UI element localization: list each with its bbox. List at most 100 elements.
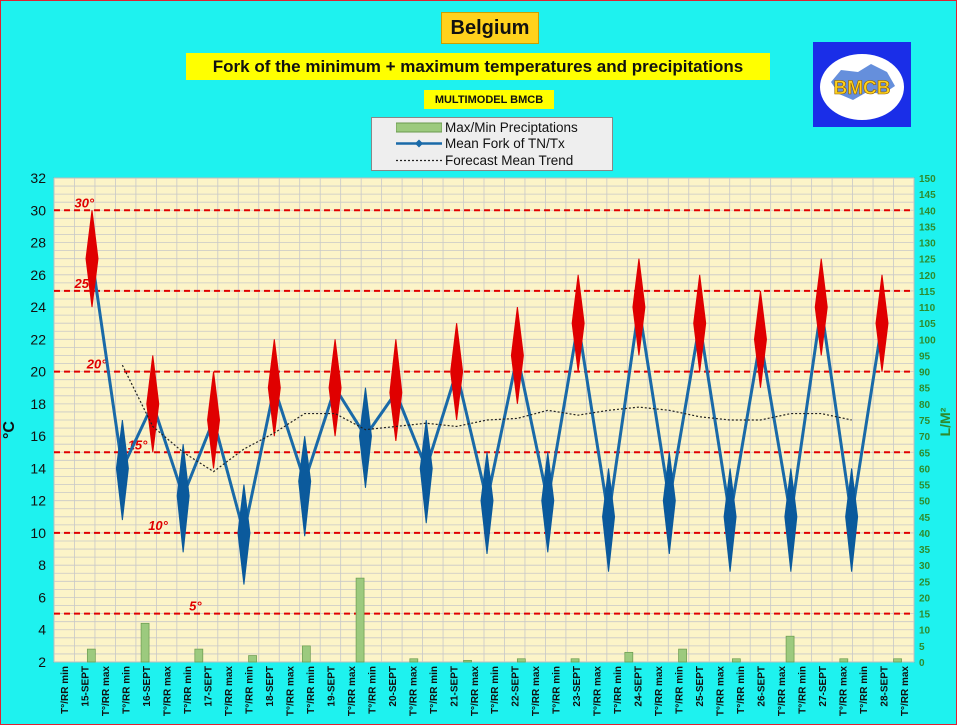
precip-bar <box>86 648 96 663</box>
y2-tick-label: 50 <box>919 497 931 508</box>
legend-bar-swatch <box>396 122 442 133</box>
y2-tick-label: 145 <box>919 190 936 201</box>
precip-bar <box>301 645 311 663</box>
y2-tick-label: 10 <box>919 626 931 637</box>
min-fork-marker <box>662 452 676 554</box>
min-fork-marker <box>298 436 312 537</box>
x-tick-label: T°/RR min <box>122 666 133 714</box>
x-tick-label: 16-SEPT <box>142 666 153 707</box>
x-tick-label: 20-SEPT <box>388 666 399 707</box>
y2-tick-label: 150 <box>919 174 936 185</box>
y2-tick-label: 100 <box>919 335 936 346</box>
x-tick-label: 24-SEPT <box>634 666 645 707</box>
min-fork-marker <box>237 484 251 585</box>
precip-bar <box>570 658 580 663</box>
max-fork-marker <box>267 339 281 437</box>
logo-text: BMCB <box>834 78 891 99</box>
model-label: MULTIMODEL BMCB <box>424 90 554 109</box>
bmcb-logo: BMCB <box>813 42 911 127</box>
legend-line-swatch <box>396 139 442 148</box>
precip-bar <box>409 658 419 663</box>
y2-tick-label: 60 <box>919 464 931 475</box>
min-fork-marker <box>602 468 616 572</box>
x-tick-label: T°/RR min <box>552 666 563 714</box>
precip-bar <box>785 635 795 663</box>
precip-bar <box>355 577 365 663</box>
min-fork-marker <box>358 387 372 488</box>
x-tick-label: 15-SEPT <box>81 666 92 707</box>
x-tick-label: T°/RR max <box>777 666 788 717</box>
x-tick-label: 18-SEPT <box>265 666 276 707</box>
x-tick-label: T°/RR max <box>224 666 235 717</box>
max-fork-marker <box>571 274 585 372</box>
y2-tick-label: 140 <box>919 206 936 217</box>
y2-tick-label: 110 <box>919 303 936 314</box>
y2-tick-label: 130 <box>919 239 936 250</box>
precip-bar <box>140 622 150 663</box>
precip-bar <box>516 658 526 663</box>
x-tick-label: T°/RR max <box>900 666 911 717</box>
y-tick-label: 22 <box>30 331 46 347</box>
y2-tick-label: 30 <box>919 561 931 572</box>
x-tick-label: T°/RR min <box>429 666 440 714</box>
y2-axis-label: L/M² <box>937 407 953 436</box>
max-fork-marker <box>207 371 221 469</box>
y2-tick-label: 105 <box>919 319 936 330</box>
legend-item-trend: Forecast Mean Trend <box>372 152 612 169</box>
x-tick-label: T°/RR min <box>60 666 71 714</box>
x-tick-label: T°/RR min <box>859 666 870 714</box>
y2-tick-label: 115 <box>919 287 936 298</box>
precip-bar <box>678 648 687 663</box>
legend-item-precip: Max/Min Preciptations <box>372 119 612 136</box>
x-tick-label: 25-SEPT <box>695 666 706 707</box>
y2-tick-label: 75 <box>919 416 931 427</box>
legend-label: Max/Min Preciptations <box>445 120 578 135</box>
y2-tick-label: 135 <box>919 222 936 233</box>
y2-tick-label: 5 <box>919 642 925 653</box>
x-tick-label: T°/RR max <box>285 666 296 717</box>
x-tick-label: T°/RR min <box>613 666 624 714</box>
x-tick-label: T°/RR min <box>306 666 317 714</box>
y2-tick-label: 85 <box>919 384 931 395</box>
x-tick-label: T°/RR min <box>797 666 808 714</box>
x-tick-label: T°/RR max <box>470 666 481 717</box>
y2-tick-label: 95 <box>919 351 931 362</box>
max-fork-marker <box>875 274 889 372</box>
max-fork-marker <box>146 355 160 453</box>
y-tick-label: 14 <box>30 460 46 476</box>
precip-bar <box>194 648 204 663</box>
y2-tick-label: 125 <box>919 255 936 266</box>
x-tick-label: 19-SEPT <box>326 666 337 707</box>
precip-bar <box>839 658 849 663</box>
min-fork-marker <box>176 444 190 553</box>
x-tick-label: T°/RR min <box>245 666 256 714</box>
reference-label: 30° <box>74 195 94 210</box>
min-fork-marker <box>480 452 494 554</box>
y2-tick-label: 0 <box>919 658 925 669</box>
y2-tick-label: 15 <box>919 610 931 621</box>
x-tick-label: 27-SEPT <box>818 666 829 707</box>
y-tick-label: 16 <box>30 428 46 444</box>
x-tick-label: T°/RR min <box>367 666 378 714</box>
y2-tick-label: 55 <box>919 481 931 492</box>
y-axis-label: °C <box>1 421 18 439</box>
min-fork-marker <box>784 468 798 572</box>
x-tick-label: T°/RR min <box>736 666 747 714</box>
legend-item-fork: Mean Fork of TN/Tx <box>372 135 612 152</box>
y2-tick-label: 45 <box>919 513 931 524</box>
y2-tick-label: 70 <box>919 432 931 443</box>
max-fork-marker <box>510 307 524 404</box>
x-tick-label: T°/RR max <box>531 666 542 717</box>
y-tick-label: 30 <box>30 202 46 218</box>
max-fork-marker <box>632 258 646 356</box>
y-tick-label: 26 <box>30 267 46 283</box>
y2-tick-label: 120 <box>919 271 936 282</box>
precip-bar <box>463 660 472 663</box>
y2-tick-label: 80 <box>919 400 931 411</box>
x-tick-label: 21-SEPT <box>449 666 460 707</box>
x-tick-label: T°/RR max <box>654 666 665 717</box>
chart-subtitle: Fork of the minimum + maximum temperatur… <box>186 53 770 80</box>
y-tick-label: 6 <box>38 589 46 605</box>
x-tick-label: T°/RR max <box>101 666 112 717</box>
y-tick-label: 18 <box>30 396 46 412</box>
